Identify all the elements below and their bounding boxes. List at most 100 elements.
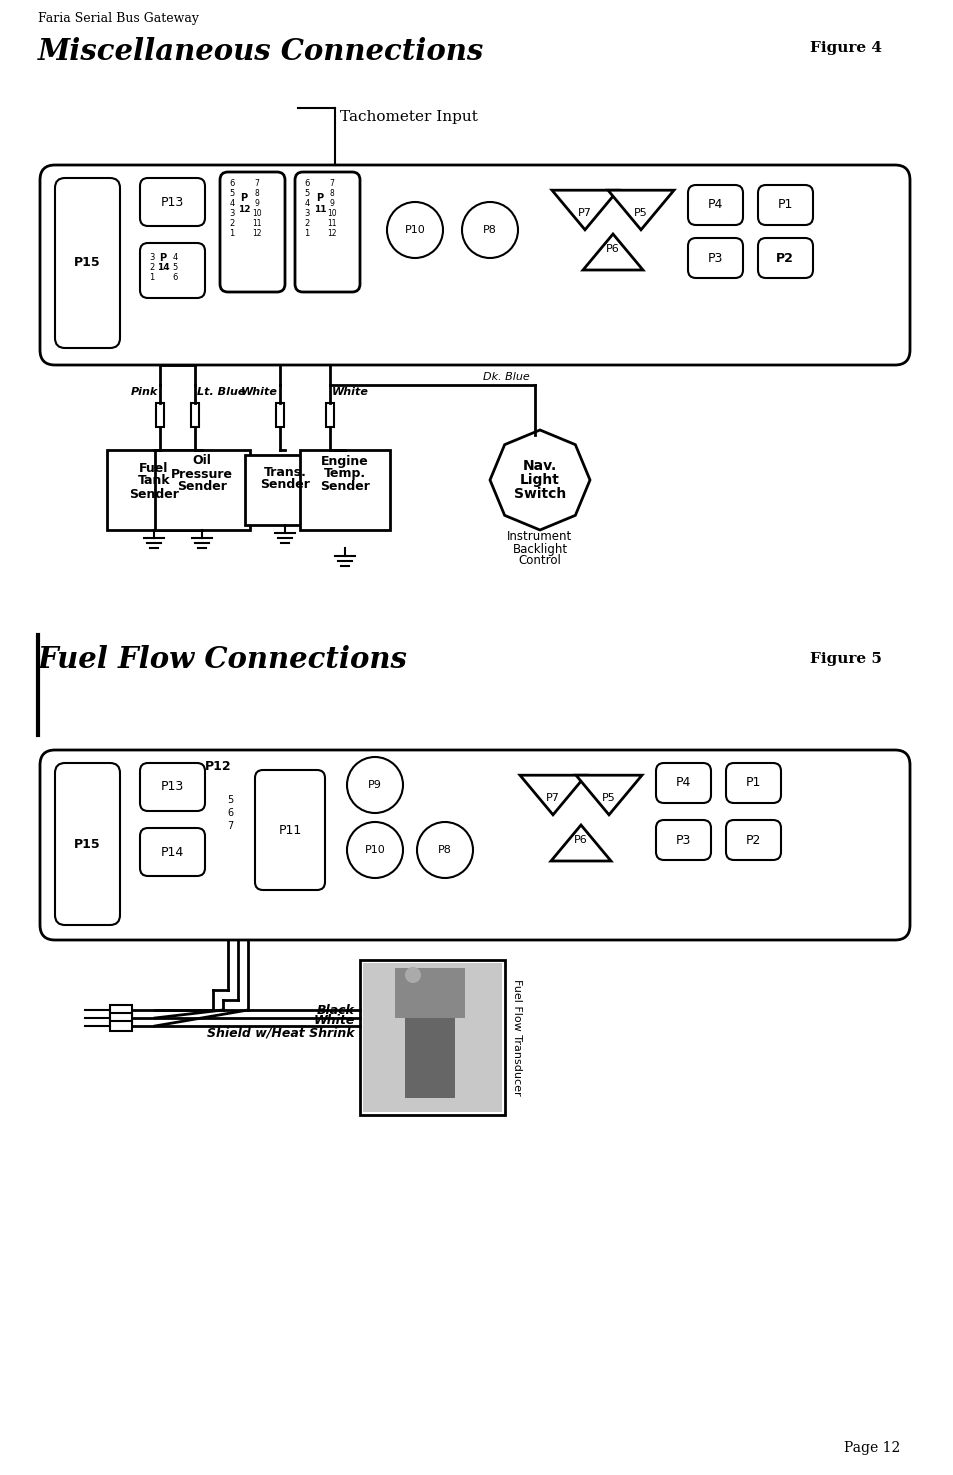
Text: P15: P15 [73,838,100,851]
Text: Light: Light [519,473,559,487]
Bar [156,403,164,426]
Text: P5: P5 [634,208,647,218]
Text: P8: P8 [482,226,497,235]
Text: P10: P10 [364,845,385,856]
Text: P11: P11 [278,823,301,836]
Bar [363,963,501,1112]
Text: 2: 2 [150,264,154,273]
Text: Page 12: Page 12 [842,1441,899,1454]
Text: 7: 7 [254,178,259,187]
Text: P1: P1 [777,199,792,211]
FancyBboxPatch shape [656,763,710,802]
Polygon shape [519,776,585,814]
Text: 4: 4 [304,199,310,208]
Text: 14: 14 [156,264,169,273]
Bar [395,968,464,1018]
FancyBboxPatch shape [725,763,781,802]
Text: P2: P2 [744,833,760,847]
Circle shape [347,822,402,878]
Polygon shape [490,431,589,530]
Text: Tank: Tank [137,475,171,488]
Text: 11: 11 [252,218,261,227]
Bar [245,454,325,525]
Text: 3: 3 [229,208,234,217]
Text: White: White [241,386,277,397]
Text: P: P [240,193,247,204]
Text: 12: 12 [327,229,336,237]
FancyBboxPatch shape [220,173,285,292]
Text: 5: 5 [304,189,310,198]
Text: P13: P13 [160,196,183,208]
Bar [326,403,334,426]
Text: 2: 2 [304,218,310,227]
FancyBboxPatch shape [656,820,710,860]
Bar [107,450,202,530]
Text: White: White [332,386,369,397]
Text: 6: 6 [227,808,233,819]
Text: Miscellaneous Connections: Miscellaneous Connections [38,37,484,66]
Text: Shield w/Heat Shrink: Shield w/Heat Shrink [207,1027,355,1040]
FancyBboxPatch shape [254,770,325,889]
Text: 7: 7 [329,178,335,187]
Text: P7: P7 [545,794,559,802]
Text: P6: P6 [605,243,619,254]
Text: 5: 5 [227,795,233,805]
Text: 5: 5 [229,189,234,198]
Text: 6: 6 [172,273,177,283]
Bar [110,1004,132,1015]
Text: Engine: Engine [321,454,369,468]
FancyBboxPatch shape [40,749,909,940]
Text: 12: 12 [237,205,250,214]
Bar [110,1013,132,1024]
Text: 1: 1 [229,229,234,237]
Text: Instrument: Instrument [507,531,572,543]
Text: Trans.: Trans. [263,466,306,478]
Text: Pressure: Pressure [171,468,233,481]
Text: 7: 7 [227,822,233,830]
Polygon shape [551,825,610,861]
Text: 4: 4 [229,199,234,208]
Polygon shape [552,190,618,230]
Text: P9: P9 [368,780,381,791]
Text: Nav.: Nav. [522,459,557,473]
Text: Figure 4: Figure 4 [809,41,882,55]
FancyBboxPatch shape [758,237,812,277]
Text: 8: 8 [330,189,334,198]
Text: 11: 11 [327,218,336,227]
Text: P15: P15 [73,257,100,270]
Text: P3: P3 [706,252,722,264]
Text: P10: P10 [404,226,425,235]
FancyBboxPatch shape [725,820,781,860]
Polygon shape [607,190,673,230]
Text: White: White [314,1013,355,1027]
FancyBboxPatch shape [40,165,909,364]
Text: Black: Black [316,1003,355,1016]
Circle shape [416,822,473,878]
FancyBboxPatch shape [140,243,205,298]
Text: P: P [159,254,167,263]
Text: Switch: Switch [514,487,565,502]
Text: Sender: Sender [177,481,227,494]
Text: P6: P6 [574,835,587,845]
Text: 2: 2 [229,218,234,227]
FancyBboxPatch shape [55,763,120,925]
Bar [154,450,250,530]
Text: Lt. Blue: Lt. Blue [196,386,245,397]
Text: Faria Serial Bus Gateway: Faria Serial Bus Gateway [38,12,199,25]
Text: Sender: Sender [260,478,310,491]
Text: 3: 3 [304,208,310,217]
FancyBboxPatch shape [687,237,742,277]
Text: Sender: Sender [319,481,370,494]
Text: 1: 1 [304,229,310,237]
Text: P5: P5 [601,794,616,802]
Text: Sender: Sender [129,488,179,500]
Text: Oil: Oil [193,454,212,468]
Bar [359,960,504,1115]
Text: Fuel: Fuel [139,462,169,475]
Text: 5: 5 [172,264,177,273]
Circle shape [461,202,517,258]
Text: Control: Control [518,555,561,568]
Text: 12: 12 [252,229,261,237]
Text: 11: 11 [314,205,326,214]
Bar [275,403,284,426]
